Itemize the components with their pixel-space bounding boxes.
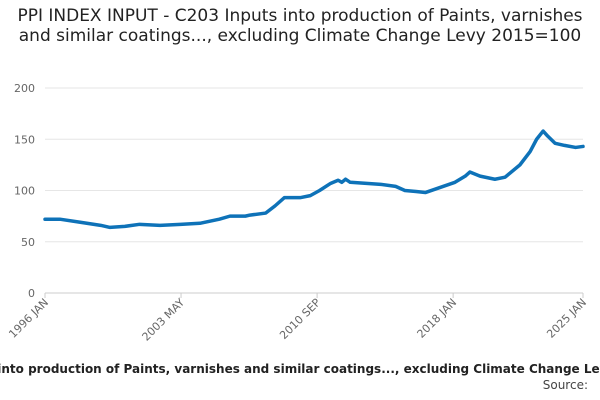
x-tick-label: 2018 JAN [415,296,460,341]
y-tick-label: 0 [28,287,35,300]
x-axis-label: C203 Inputs into production of Paints, v… [0,362,600,376]
x-tick-label: 2025 JAN [544,296,589,341]
y-tick-label: 50 [21,236,35,249]
x-tick-label: 1996 JAN [6,296,51,341]
chart-title: PPI INDEX INPUT - C203 Inputs into produ… [17,6,583,46]
y-tick-label: 200 [14,82,35,95]
y-tick-label: 150 [14,133,35,146]
source: Source: [543,378,588,392]
x-tick-label: 2010 SEP [277,296,323,342]
line [43,129,585,230]
x-tick-label: 2003 MAY [140,296,188,344]
y-tick-label: 100 [14,185,35,198]
